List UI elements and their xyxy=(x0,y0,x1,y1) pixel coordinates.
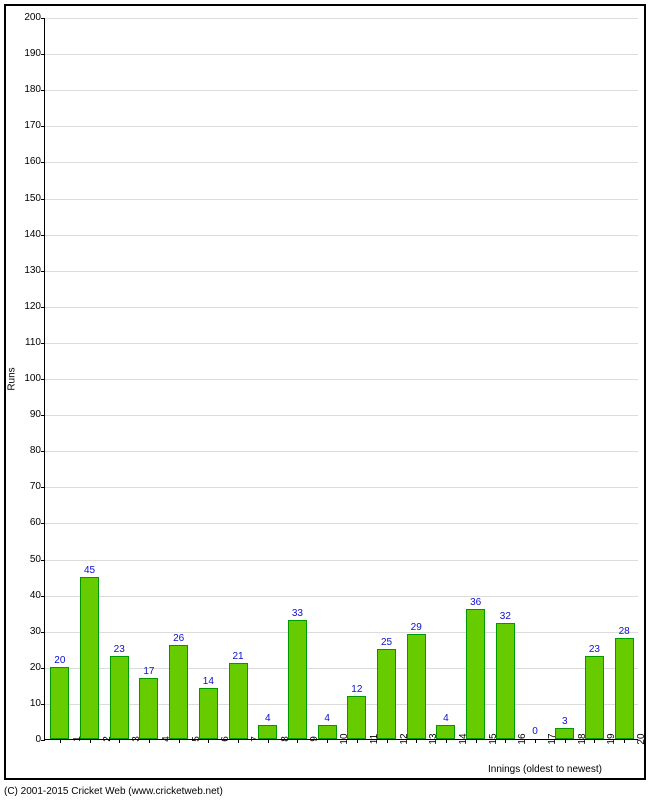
bar: 32 xyxy=(496,623,515,739)
bar: 23 xyxy=(585,656,604,739)
bar-value-label: 26 xyxy=(173,633,184,646)
y-tick-label: 140 xyxy=(24,230,45,240)
bar-value-label: 4 xyxy=(265,713,271,726)
gridline xyxy=(45,54,638,55)
bar-value-label: 23 xyxy=(114,644,125,657)
bar: 20 xyxy=(50,667,69,739)
bar: 25 xyxy=(377,649,396,739)
bar-value-label: 28 xyxy=(619,626,630,639)
gridline xyxy=(45,307,638,308)
gridline xyxy=(45,162,638,163)
bar-value-label: 21 xyxy=(232,651,243,664)
bar: 14 xyxy=(199,688,218,739)
gridline xyxy=(45,415,638,416)
bar: 36 xyxy=(466,609,485,739)
plot-area: 0102030405060708090100110120130140150160… xyxy=(44,18,638,740)
bar: 26 xyxy=(169,645,188,739)
gridline xyxy=(45,596,638,597)
gridline xyxy=(45,379,638,380)
bar: 29 xyxy=(407,634,426,739)
gridline xyxy=(45,235,638,236)
gridline xyxy=(45,668,638,669)
gridline xyxy=(45,90,638,91)
bar: 4 xyxy=(318,725,337,739)
bar: 28 xyxy=(615,638,634,739)
y-tick-label: 60 xyxy=(30,518,45,528)
bar-value-label: 20 xyxy=(54,655,65,668)
y-tick-label: 50 xyxy=(30,555,45,565)
bar-value-label: 12 xyxy=(351,684,362,697)
bar-value-label: 4 xyxy=(443,713,449,726)
bar: 4 xyxy=(258,725,277,739)
y-tick-label: 100 xyxy=(24,374,45,384)
y-tick-label: 0 xyxy=(35,735,45,745)
gridline xyxy=(45,271,638,272)
y-tick-label: 160 xyxy=(24,157,45,167)
bar: 45 xyxy=(80,577,99,739)
y-tick-label: 10 xyxy=(30,699,45,709)
y-tick-label: 80 xyxy=(30,446,45,456)
bar-value-label: 36 xyxy=(470,597,481,610)
y-tick-label: 30 xyxy=(30,627,45,637)
gridline xyxy=(45,487,638,488)
y-tick-label: 70 xyxy=(30,482,45,492)
y-tick-label: 200 xyxy=(24,13,45,23)
gridline xyxy=(45,560,638,561)
y-tick-label: 180 xyxy=(24,85,45,95)
bar-value-label: 23 xyxy=(589,644,600,657)
y-tick-label: 130 xyxy=(24,266,45,276)
y-tick-label: 170 xyxy=(24,121,45,131)
bar-value-label: 3 xyxy=(562,716,568,729)
y-axis-title: Runs xyxy=(7,367,18,390)
y-tick-label: 150 xyxy=(24,194,45,204)
page-root: 0 10 20 30 40 50 60 70 80 90 100 110 120 130 140 150 160… xyxy=(0,0,650,800)
bar-value-label: 25 xyxy=(381,637,392,650)
y-tick-label: 40 xyxy=(30,591,45,601)
y-tick-label: 90 xyxy=(30,410,45,420)
y-tick-label: 20 xyxy=(30,663,45,673)
gridline xyxy=(45,704,638,705)
bar-value-label: 14 xyxy=(203,676,214,689)
bar-value-label: 29 xyxy=(411,622,422,635)
bar: 33 xyxy=(288,620,307,739)
x-axis-title: Innings (oldest to newest) xyxy=(488,764,602,775)
bar: 4 xyxy=(436,725,455,739)
gridline xyxy=(45,451,638,452)
gridline xyxy=(45,523,638,524)
bar: 3 xyxy=(555,728,574,739)
y-tick-label: 120 xyxy=(24,302,45,312)
bar: 21 xyxy=(229,663,248,739)
y-tick-label: 110 xyxy=(25,338,45,348)
bar-value-label: 4 xyxy=(324,713,330,726)
bar: 17 xyxy=(139,678,158,739)
gridline xyxy=(45,199,638,200)
gridline xyxy=(45,18,638,19)
bar-value-label: 45 xyxy=(84,565,95,578)
bar-value-label: 32 xyxy=(500,611,511,624)
y-tick-label: 190 xyxy=(24,49,45,59)
bar-value-label: 33 xyxy=(292,608,303,621)
bar-value-label: 17 xyxy=(143,666,154,679)
bar: 23 xyxy=(110,656,129,739)
bar: 12 xyxy=(347,696,366,739)
gridline xyxy=(45,343,638,344)
gridline xyxy=(45,126,638,127)
copyright-text: (C) 2001-2015 Cricket Web (www.cricketwe… xyxy=(4,786,223,797)
gridline xyxy=(45,632,638,633)
